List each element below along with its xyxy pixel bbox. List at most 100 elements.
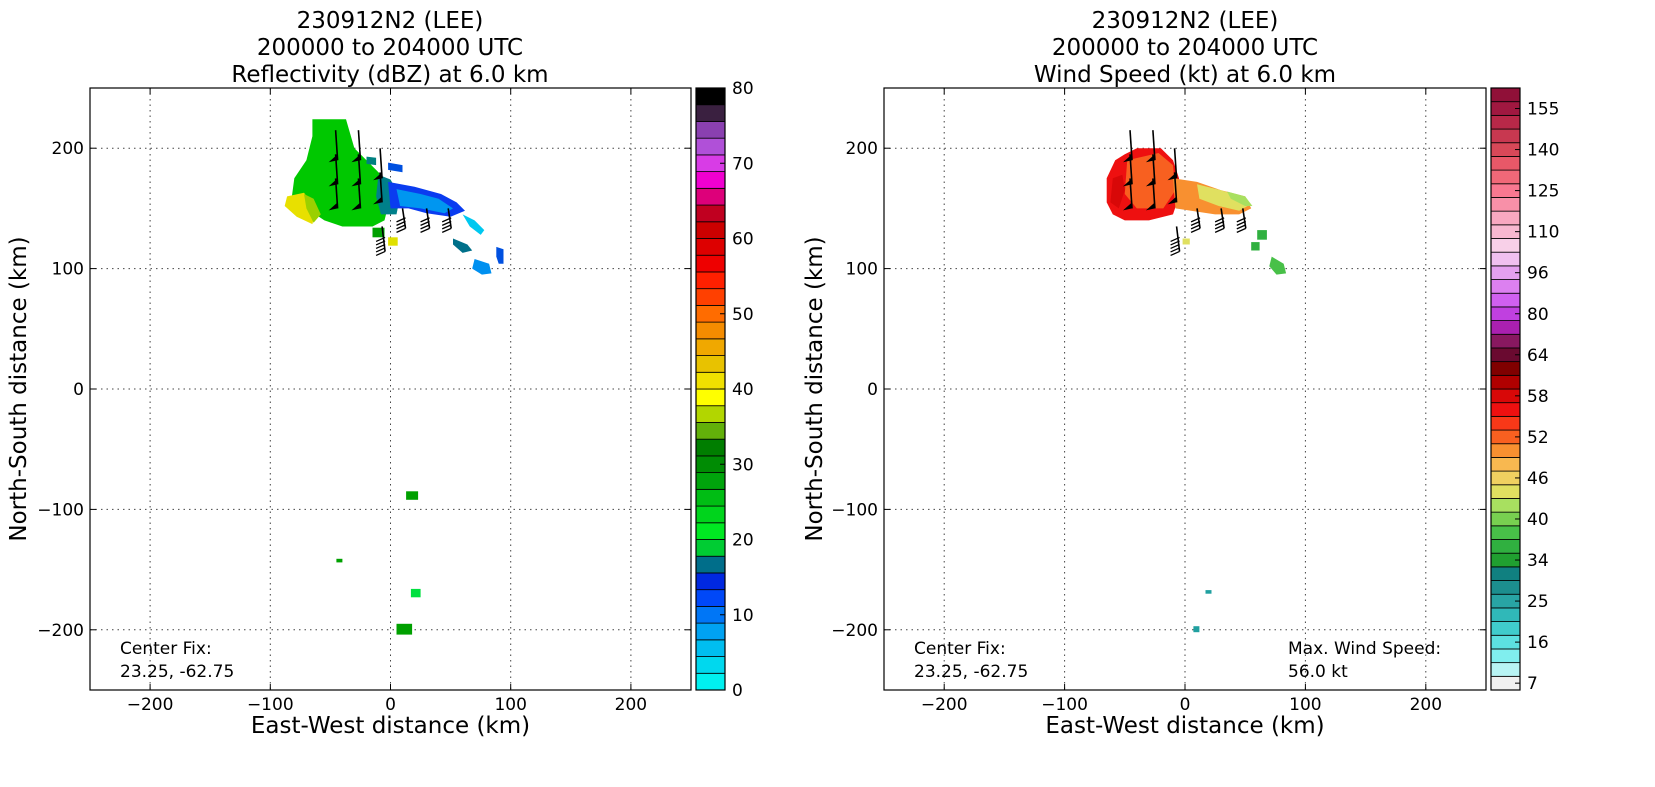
barb-feather — [1236, 227, 1247, 233]
data-region-green-blob-3 — [1251, 242, 1260, 251]
data-region-green-blob-1 — [372, 227, 385, 238]
colorbar-segment — [1490, 662, 1521, 677]
colorbar-segment — [695, 555, 726, 574]
colorbar-tick-label: 40 — [732, 380, 754, 400]
colorbar-segment — [1490, 443, 1521, 458]
colorbar-tick-label: 125 — [1527, 182, 1559, 202]
barb-feather — [420, 220, 430, 226]
wind-barb — [1190, 208, 1201, 233]
barb-feather — [420, 217, 430, 223]
colorbar-segment — [1490, 402, 1521, 417]
colorbar-segment — [695, 87, 726, 106]
x-tick-label: 200 — [1410, 695, 1442, 715]
data-region-cyan-fringe — [462, 214, 485, 235]
barb-feather — [1190, 217, 1201, 223]
colorbar-segment — [1490, 279, 1521, 294]
data-region-top-blue — [388, 162, 403, 173]
colorbar-segment — [695, 388, 726, 407]
barb-flag — [1123, 202, 1133, 211]
annotation-line: 23.25, -62.75 — [914, 662, 1028, 682]
barb-flag — [328, 202, 338, 211]
wind-barb — [420, 208, 431, 233]
barb-feather — [420, 227, 430, 233]
wind-barb — [1236, 208, 1247, 233]
colorbar-segment — [1490, 415, 1521, 431]
x-tick-label: −100 — [247, 695, 294, 715]
y-axis-label: North-South distance (km) — [802, 236, 828, 541]
colorbar-segment — [695, 355, 726, 373]
colorbar-segment — [1490, 210, 1521, 226]
wind-barb — [351, 178, 362, 211]
data-region-lime-edge — [304, 194, 321, 223]
y-tick-label: −200 — [831, 621, 878, 641]
colorbar-segment — [1490, 87, 1521, 103]
y-tick-label: 100 — [846, 260, 878, 280]
data-region-far-right-blue — [496, 246, 504, 264]
colorbar-tick-label: 7 — [1527, 674, 1538, 694]
colorbar-segment — [695, 505, 726, 524]
data-region-s-blob-1 — [406, 491, 419, 500]
data-region-top-teal — [366, 156, 377, 166]
barb-feather — [420, 224, 430, 230]
colorbar-tick-label: 34 — [1527, 551, 1549, 571]
colorbar-segment — [695, 121, 726, 139]
barb-staff — [1175, 226, 1181, 252]
wind-barb — [373, 172, 383, 205]
data-region-green-band — [1227, 191, 1253, 206]
barb-feather — [375, 243, 386, 250]
barb-feather — [1170, 236, 1180, 243]
wind-barb — [1145, 178, 1156, 211]
data-region-right-blue — [472, 259, 492, 275]
colorbar-segment — [695, 488, 726, 507]
wind-barb — [1167, 172, 1178, 205]
colorbar-segment — [1490, 238, 1521, 253]
colorbar-tick-label: 58 — [1527, 387, 1549, 407]
colorbar-tick-label: 155 — [1527, 100, 1559, 120]
barb-feather — [375, 247, 386, 253]
barb-feather — [375, 236, 386, 243]
barb-feather — [1214, 220, 1225, 226]
data-region-yellow-band — [1197, 184, 1248, 211]
annotation-line: 56.0 kt — [1288, 662, 1348, 682]
colorbar-segment — [695, 371, 726, 390]
colorbar-segment — [1490, 361, 1521, 376]
colorbar-segment — [695, 572, 726, 591]
colorbar-tick-label: 46 — [1527, 469, 1549, 489]
colorbar-segment — [695, 204, 726, 223]
y-tick-label: 0 — [73, 380, 84, 400]
barb-feather — [1190, 220, 1201, 226]
colorbar-tick-label: 30 — [732, 455, 754, 475]
barb-feather — [375, 250, 386, 257]
colorbar-tick-label: 10 — [732, 606, 754, 626]
colorbar-segment — [695, 288, 726, 306]
y-tick-label: 200 — [52, 139, 84, 159]
x-tick-label: −200 — [921, 695, 968, 715]
colorbar-tick-label: 80 — [732, 79, 754, 99]
data-region-light-blue-band — [396, 189, 453, 214]
y-tick-label: −100 — [831, 500, 878, 520]
colorbar-segment — [1490, 539, 1521, 554]
colorbar-tick-label: 52 — [1527, 428, 1549, 448]
colorbar-segment — [695, 187, 726, 206]
barb-feather — [375, 240, 386, 246]
data-region-yellow-blob — [388, 237, 398, 246]
x-tick-label: 0 — [385, 695, 396, 715]
data-region-orange-core — [1124, 153, 1176, 209]
x-tick-label: 0 — [1180, 695, 1191, 715]
colorbar-segment — [1490, 566, 1521, 581]
annotation-line: Center Fix: — [914, 639, 1006, 659]
barb-feather — [396, 224, 406, 230]
wind-barb — [396, 208, 407, 233]
barb-feather — [396, 220, 406, 226]
barb-feather — [441, 224, 452, 230]
barb-feather — [1170, 240, 1180, 246]
data-region-s-blob-3 — [410, 588, 421, 598]
chart-title-line: 200000 to 204000 UTC — [257, 35, 523, 61]
wind-barb — [1123, 178, 1133, 211]
chart-title-line: 200000 to 204000 UTC — [1052, 35, 1318, 61]
wind-barb — [1214, 208, 1225, 233]
x-tick-label: 100 — [1289, 695, 1321, 715]
barb-feather — [1190, 224, 1201, 230]
